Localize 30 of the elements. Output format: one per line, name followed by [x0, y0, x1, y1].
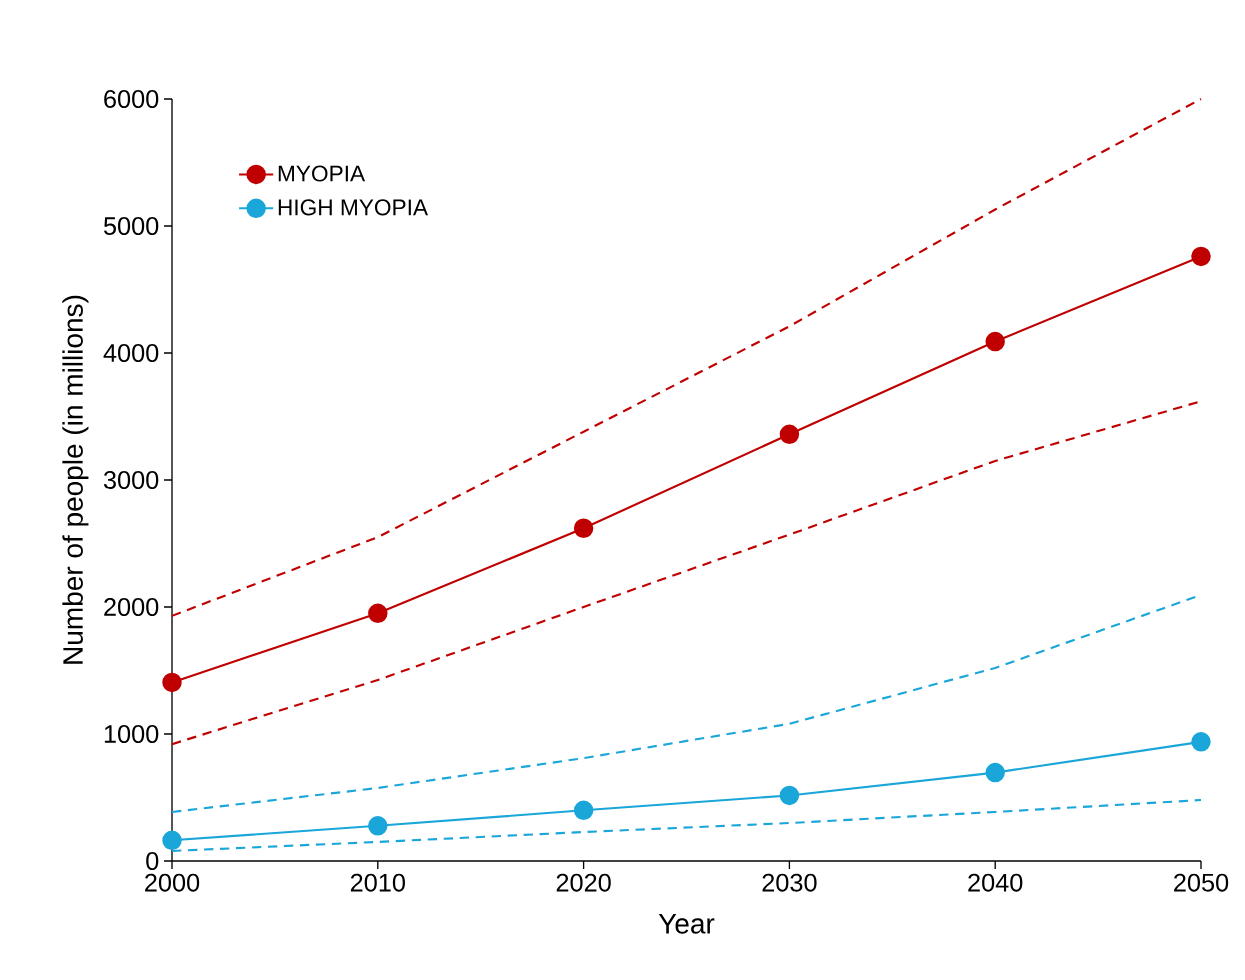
- point: [1191, 732, 1211, 752]
- point: [573, 800, 594, 821]
- point: [162, 830, 182, 851]
- x-tick-label: 2040: [968, 873, 1023, 892]
- legend-label: HIGH MYOPIA: [278, 199, 429, 216]
- legend-label: MYOPIA: [278, 165, 366, 182]
- point: [985, 331, 1005, 352]
- y-tick-label: 5000: [103, 217, 159, 235]
- x-tick-label: 2050: [1174, 873, 1229, 892]
- point: [368, 816, 388, 836]
- x-tick-label: 2000: [145, 873, 200, 892]
- point: [1191, 246, 1211, 267]
- x-tick-label: 2030: [762, 873, 817, 892]
- x-tick-label: 2010: [350, 873, 405, 892]
- y-tick-label: 4000: [103, 344, 159, 362]
- point: [985, 762, 1005, 783]
- y-tick-label: 3000: [103, 471, 159, 489]
- y-tick-label: 2000: [104, 598, 159, 616]
- line-series: [170, 97, 1203, 617]
- point: [368, 603, 388, 624]
- x-axis-title: Year: [658, 914, 715, 934]
- y-tick-label: 6000: [104, 90, 159, 108]
- y-tick-label: 1000: [104, 725, 159, 743]
- point: [573, 518, 594, 538]
- x-tick-label: 2020: [556, 873, 611, 892]
- y-tick-label: 0: [146, 852, 159, 870]
- y-axis-title: Number of people (in millions): [62, 295, 89, 664]
- point: [779, 785, 800, 806]
- point: [162, 672, 182, 693]
- point: [779, 424, 800, 444]
